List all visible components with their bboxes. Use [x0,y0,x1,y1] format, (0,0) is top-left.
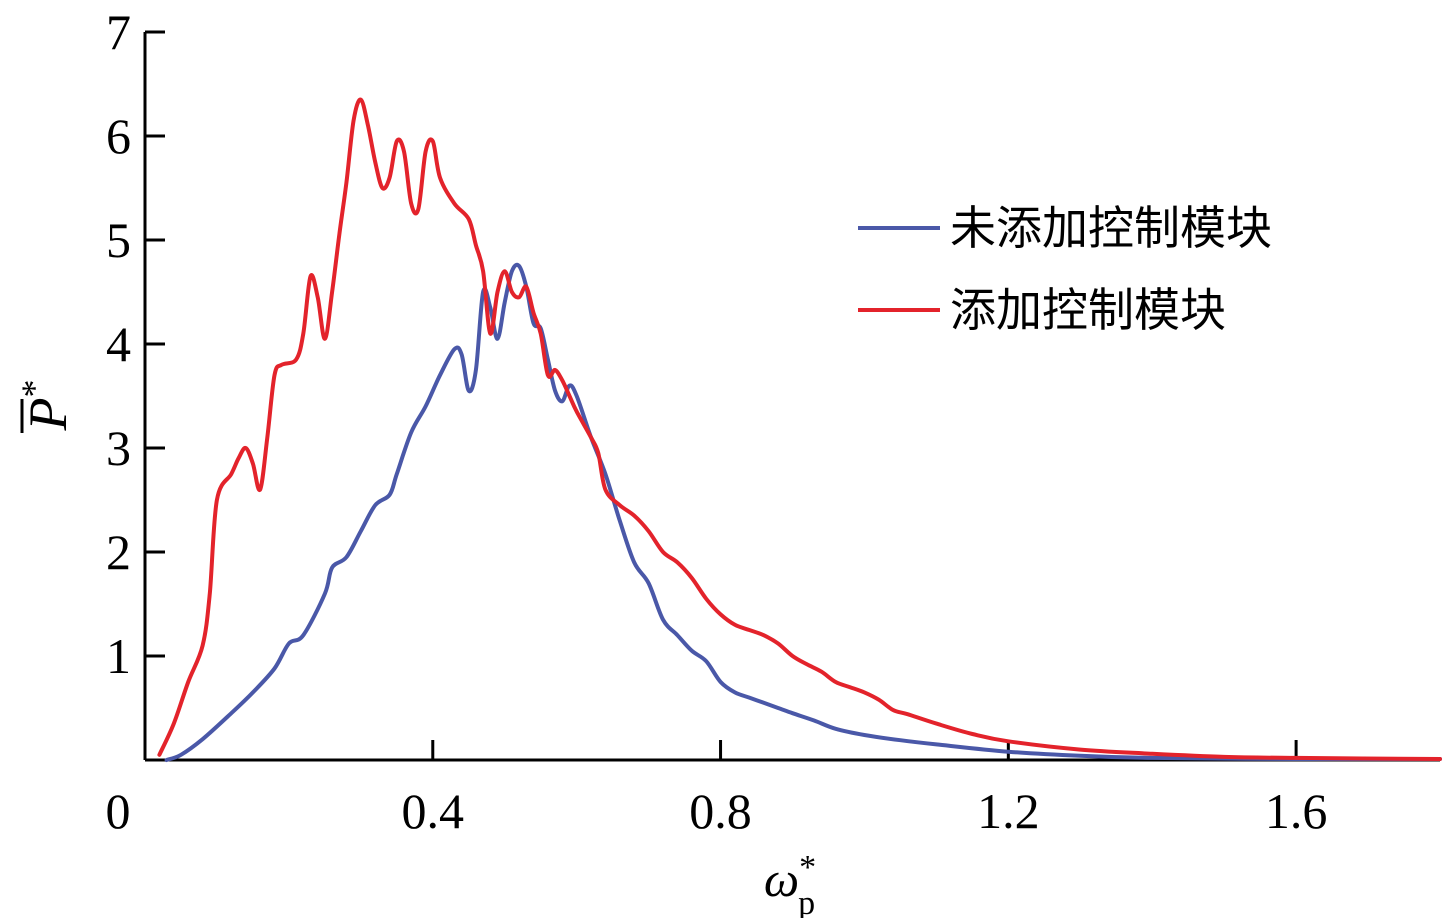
y-axis-label-sup: * [14,380,54,398]
series-line-1 [157,97,1442,761]
x-tick-label-2: 0.8 [689,783,752,839]
legend-label-1: 添加控制模块 [950,283,1226,337]
y-tick-label-1: 2 [106,524,131,580]
series-line-0 [164,262,1442,762]
x-axis-label: ω* p [764,849,816,918]
y-tick-label-0: 1 [106,628,131,684]
series [157,97,1442,762]
x-tick-label-3: 1.2 [977,783,1040,839]
axes [143,32,1440,762]
x-axis-label-sub: p [798,885,815,918]
legend-label-0: 未添加控制模块 [950,201,1272,255]
y-tick-label-6: 7 [106,4,131,60]
y-tick-label-2: 3 [106,420,131,476]
y-axis-label-group: P* [14,380,78,433]
ticks: 1 2 3 4 5 6 7 0 0.4 0.8 1.2 1.6 [106,4,1328,839]
x-axis-label-sup: * [799,849,816,886]
x-tick-label-0: 0 [106,783,131,839]
x-tick-label-1: 0.4 [402,783,465,839]
y-tick-label-3: 4 [106,316,131,372]
y-axis-label: P* [14,380,78,432]
x-axis-label-main: ω [764,851,799,907]
y-axis-label-main: P [18,398,78,432]
x-tick-label-4: 1.6 [1265,783,1328,839]
y-tick-label-4: 5 [106,212,131,268]
y-tick-label-5: 6 [106,108,131,164]
